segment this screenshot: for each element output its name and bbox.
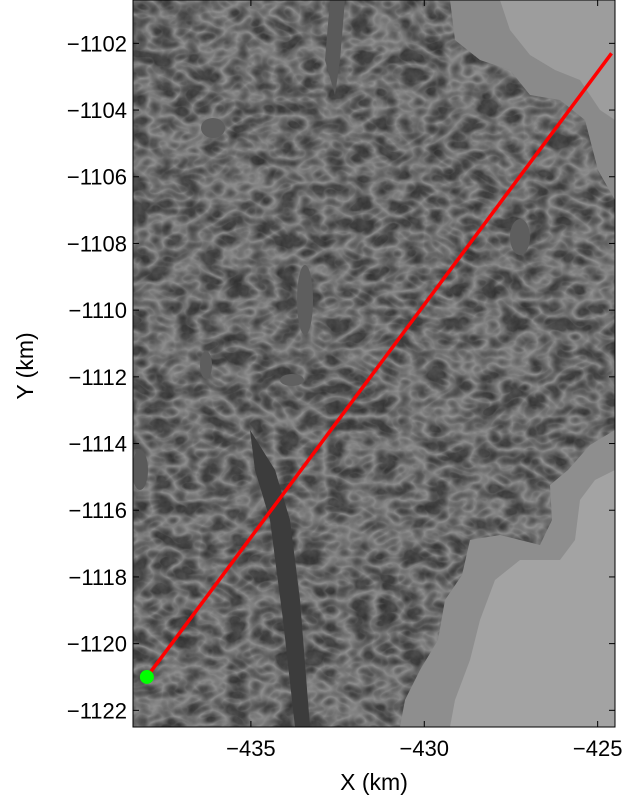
- x-tick-label: −430: [399, 736, 449, 761]
- start-point: [139, 669, 154, 684]
- y-tick-label: −1118: [68, 565, 127, 590]
- y-tick-label: −1104: [67, 98, 127, 123]
- plot-frame: [132, 0, 616, 728]
- y-tick-label: −1110: [68, 298, 127, 323]
- x-axis-ticks: −435 −430 −425: [226, 0, 622, 761]
- x-tick-label: −425: [573, 736, 623, 761]
- data-marks: [139, 52, 613, 684]
- y-tick-label: −1108: [67, 231, 127, 256]
- y-tick-label: −1114: [68, 432, 127, 457]
- y-tick-label: −1122: [67, 698, 127, 723]
- y-tick-label: −1112: [68, 365, 127, 390]
- satellite-image: [133, 0, 615, 727]
- y-axis-label: Y (km): [12, 332, 38, 399]
- profile-line: [145, 52, 613, 679]
- y-axis-ticks: −1102 −1104 −1106 −1108 −1110 −1112 −1114 −1116…: [67, 31, 615, 723]
- y-tick-label: −1116: [68, 498, 127, 523]
- x-axis-label: X (km): [340, 769, 408, 795]
- y-tick-label: −1106: [67, 165, 127, 190]
- x-tick-label: −435: [226, 736, 276, 761]
- y-tick-label: −1120: [67, 632, 127, 657]
- y-tick-label: −1102: [67, 31, 127, 56]
